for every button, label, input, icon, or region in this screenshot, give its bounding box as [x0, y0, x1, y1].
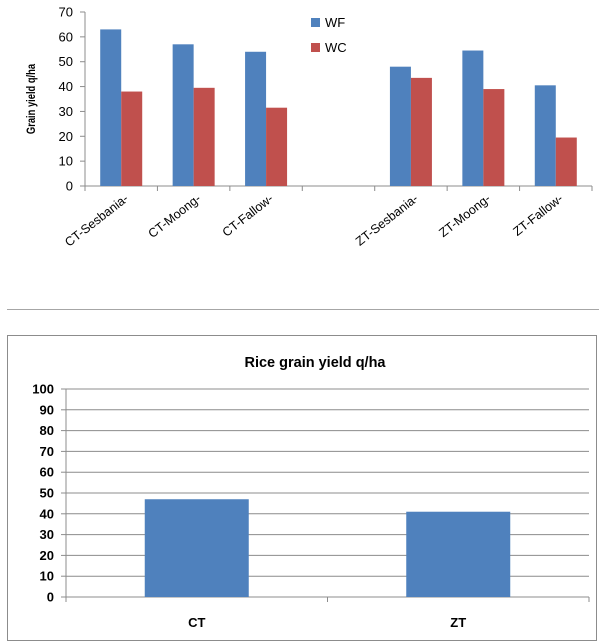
x-category-label: ZT [450, 615, 466, 630]
x-category-label: CT-Moong- [146, 191, 204, 241]
y-tick-label: 100 [32, 382, 54, 397]
y-tick-label: 20 [59, 129, 73, 144]
chart-wheat-yield-svg: 0 10 20 30 40 50 60 70 CT-Sesbania- CT-Moong- CT-F… [25, 5, 593, 249]
legend-swatch-wf [311, 18, 320, 27]
x-category-label: CT-Fallow- [220, 191, 276, 239]
bar-wf-1 [100, 29, 122, 187]
y-tick-label: 80 [40, 423, 54, 438]
chart-rice-yield: Rice grain yield q/ha 0 10 20 30 40 50 60 70 80 90… [7, 335, 597, 641]
y-axis-title: Grain yield q/ha [25, 63, 38, 134]
y-tick-label: 60 [59, 29, 73, 44]
bar-wf-2 [172, 44, 194, 186]
bar-wf-6 [462, 50, 484, 187]
y-tick-label: 30 [40, 527, 54, 542]
bar-wc-6 [483, 89, 505, 186]
legend-swatch-wc [311, 43, 320, 52]
bar-wc-1 [121, 91, 143, 186]
bar-wc-7 [555, 137, 577, 186]
bar-wc-3 [266, 107, 288, 186]
y-tick-label: 20 [40, 548, 54, 563]
bar-wf-7 [534, 85, 556, 186]
bar-zt [406, 511, 511, 597]
x-category-label: CT-Sesbania- [62, 191, 131, 249]
y-tick-label: 70 [59, 5, 73, 20]
y-tick-label: 40 [40, 506, 54, 521]
y-tick-label: 50 [40, 486, 54, 501]
bar-wc-5 [410, 77, 432, 186]
y-tick-label: 90 [40, 402, 54, 417]
y-tick-label: 0 [66, 179, 73, 194]
y-tick-label: 70 [40, 444, 54, 459]
y-tick-label: 0 [47, 590, 54, 605]
y-tick-label: 50 [59, 54, 73, 69]
y-tick-label: 30 [59, 104, 73, 119]
x-category-label: ZT-Sesbania- [353, 191, 421, 248]
x-category-label: CT [188, 615, 205, 630]
y-tick-label: 10 [59, 154, 73, 169]
chart-title: Rice grain yield q/ha [244, 355, 386, 371]
x-category-label: ZT-Moong- [436, 191, 493, 240]
legend-label-wc: WC [325, 40, 347, 55]
chart-wheat-yield: 0 10 20 30 40 50 60 70 CT-Sesbania- CT-Moong- CT-F… [7, 4, 599, 310]
y-tick-label: 40 [59, 79, 73, 94]
x-category-label: ZT-Fallow- [510, 191, 565, 238]
bar-wf-5 [389, 66, 411, 186]
y-tick-label: 10 [40, 569, 54, 584]
y-tick-label: 60 [40, 465, 54, 480]
chart-rice-yield-svg: Rice grain yield q/ha 0 10 20 30 40 50 60 70 80 90… [32, 355, 590, 630]
bar-wf-3 [245, 51, 267, 187]
legend-label-wf: WF [325, 15, 345, 30]
bar-ct [144, 499, 249, 597]
bar-wc-2 [193, 87, 215, 186]
